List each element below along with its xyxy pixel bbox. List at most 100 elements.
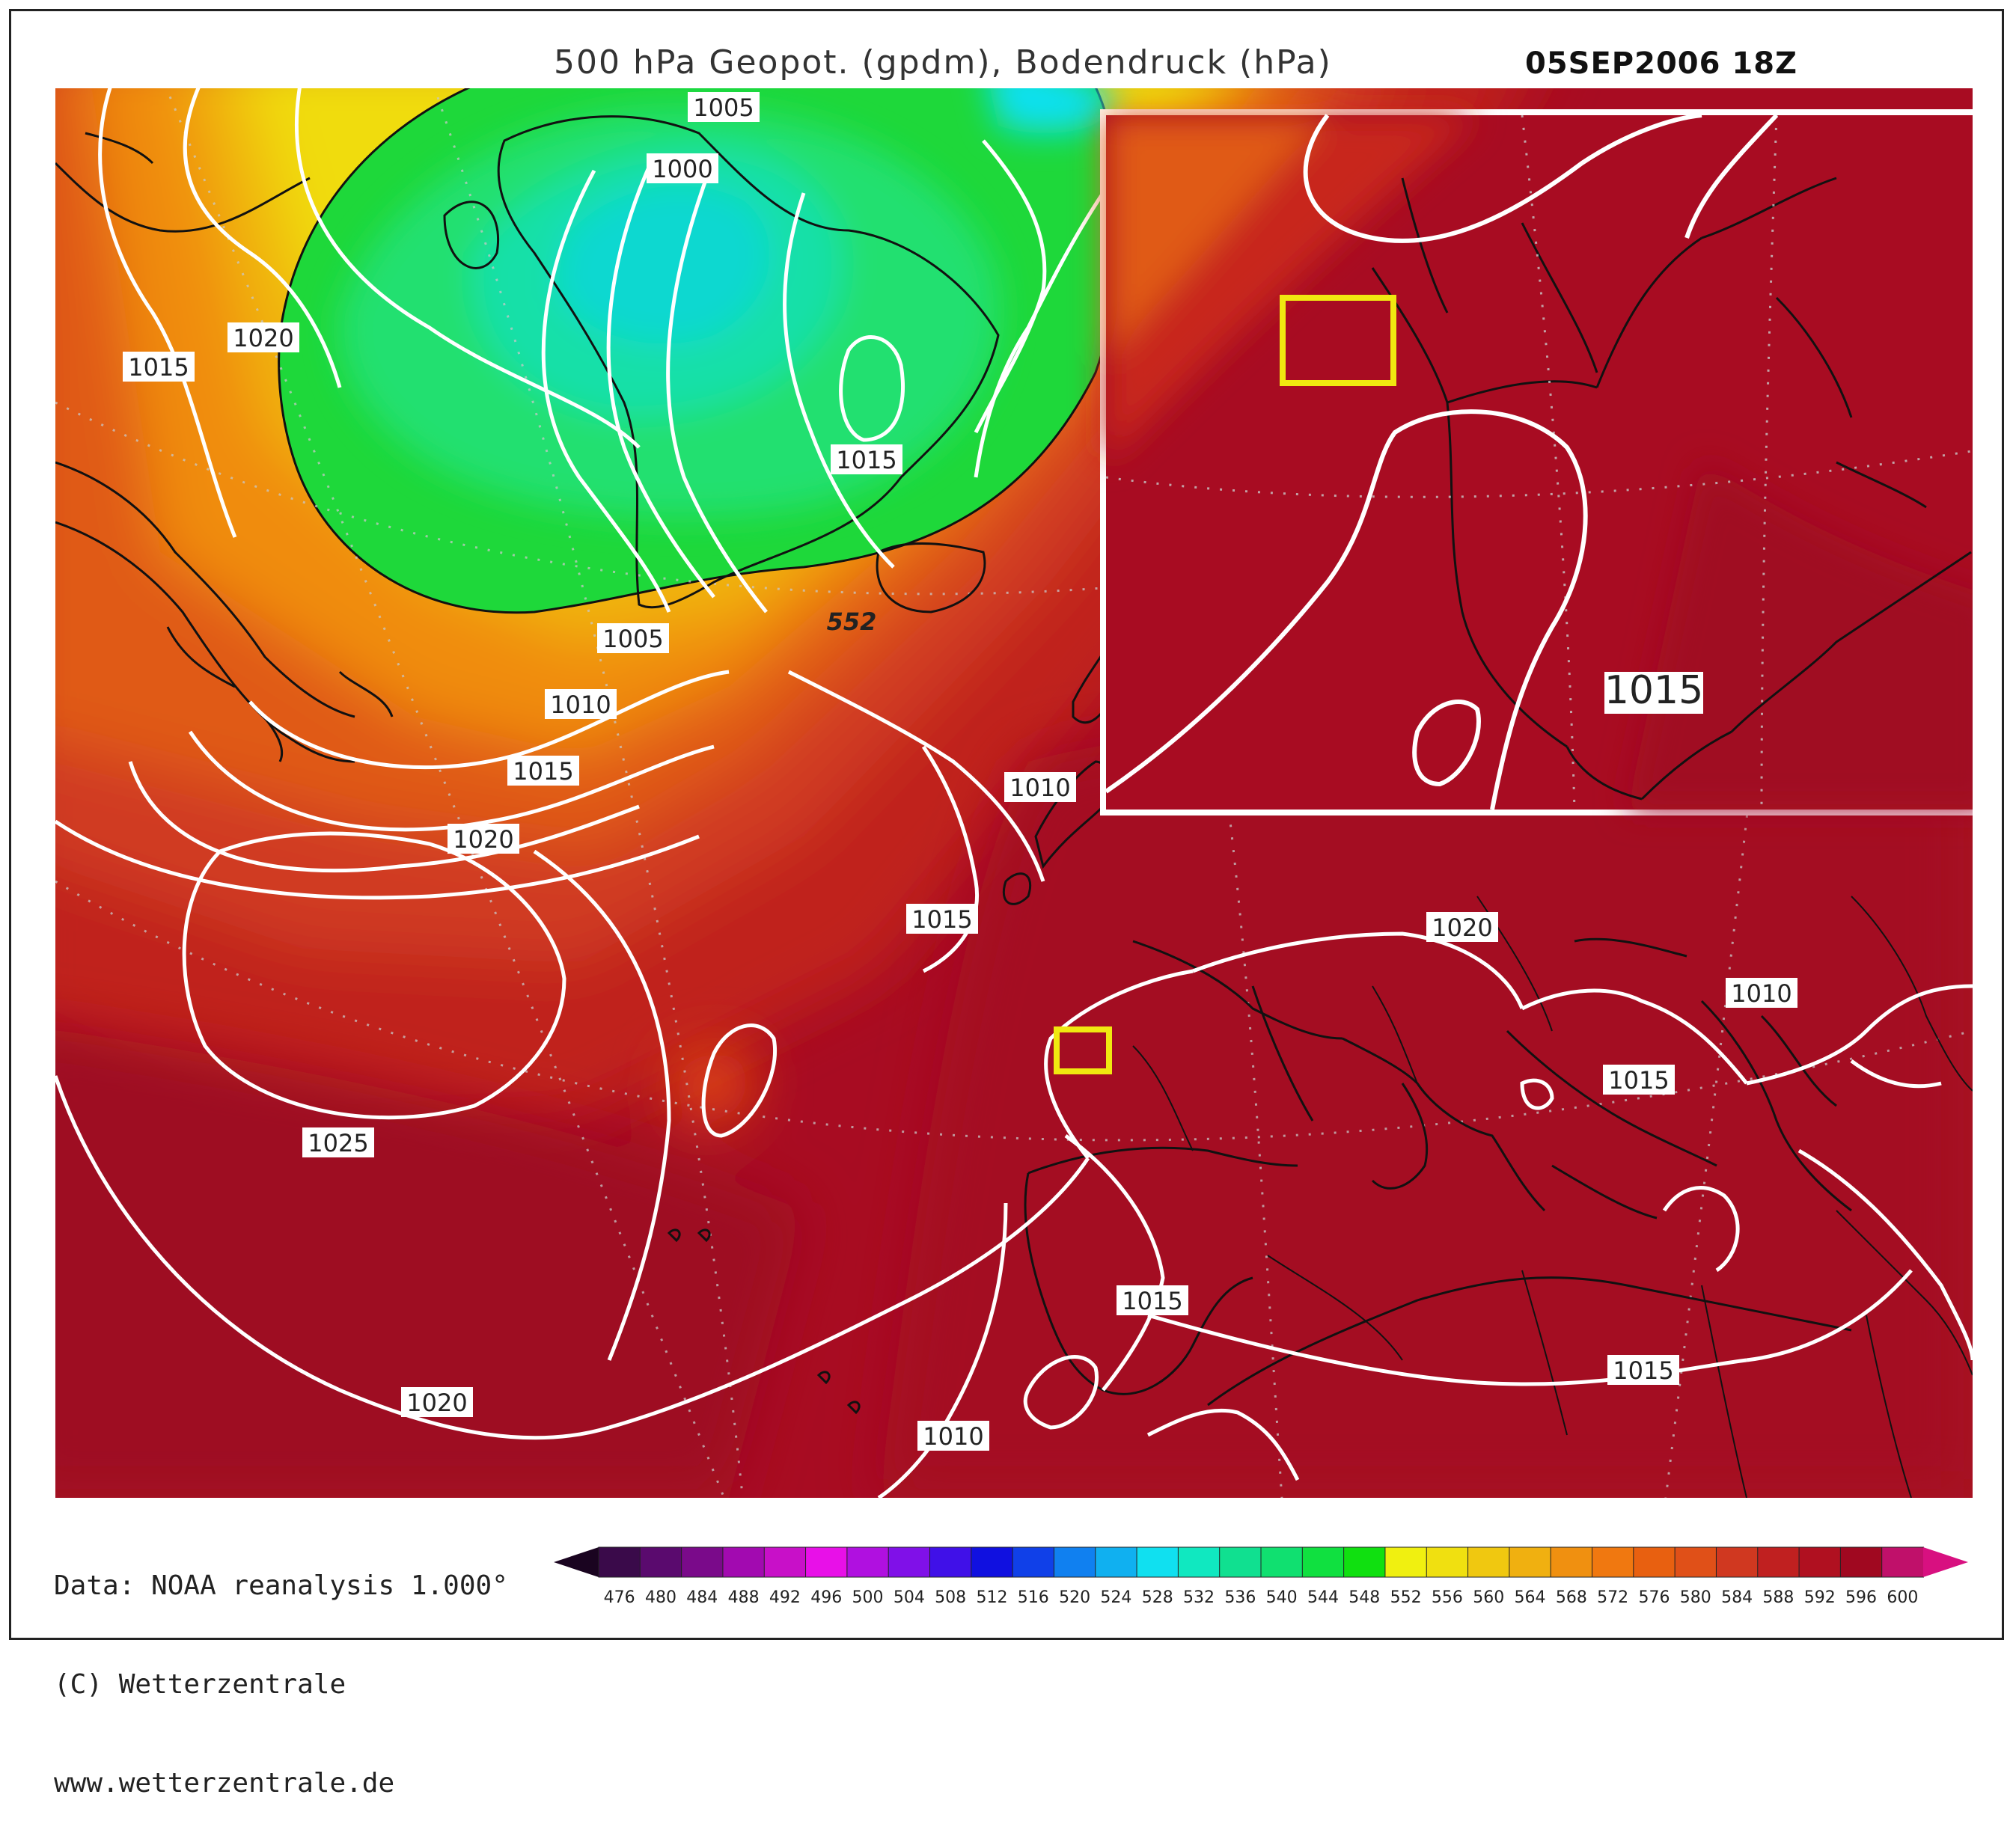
color-legend: 476 480 484 488 492 496 500 504 508 512 516 520 524 5… xyxy=(554,1546,1968,1607)
colorbar-tick-label: 488 xyxy=(728,1588,760,1607)
colorbar-cell xyxy=(929,1546,972,1578)
contour-label: 1015 xyxy=(831,444,902,474)
contour-label: 1020 xyxy=(227,322,299,352)
colorbar-cell xyxy=(1136,1546,1179,1578)
colorbar-tick-label: 552 xyxy=(1390,1588,1422,1607)
chart-title: 500 hPa Geopot. (gpdm), Bodendruck (hPa) xyxy=(554,43,1332,82)
contour-label: 1015 xyxy=(1607,1355,1679,1385)
location-highlight-box xyxy=(1054,1026,1112,1074)
colorbar-tick-label: 592 xyxy=(1804,1588,1836,1607)
colorbar-tick-label: 560 xyxy=(1473,1588,1504,1607)
contour-label: 1015 xyxy=(906,904,978,934)
colorbar-cell xyxy=(639,1546,682,1578)
colorbar-cell xyxy=(971,1546,1014,1578)
contour-labels: 1005 1000 1020 1015 1015 1005 552 1010 1015 1010 1… xyxy=(123,92,1797,1451)
colorbar-cell xyxy=(598,1546,641,1578)
contour-label: 1010 xyxy=(545,689,617,719)
contour-label: 552 xyxy=(827,608,877,636)
colorbar-cell xyxy=(1177,1546,1221,1578)
svg-text:1025: 1025 xyxy=(308,1129,368,1157)
colorbar-cell xyxy=(1757,1546,1800,1578)
colorbar-tick-label: 512 xyxy=(976,1588,1007,1607)
isobars xyxy=(55,88,1973,1498)
colorbar-cell xyxy=(1301,1546,1345,1578)
colorbar-tick-label: 516 xyxy=(1018,1588,1049,1607)
colorbar-cell xyxy=(1260,1546,1304,1578)
contour-label: 1010 xyxy=(917,1421,989,1451)
colorbar-cell xyxy=(1881,1546,1924,1578)
colorbar-tick-label: 572 xyxy=(1597,1588,1628,1607)
contour-label: 1005 xyxy=(688,92,760,122)
colorbar-tick-label: 568 xyxy=(1556,1588,1587,1607)
colorbar-tick-label: 476 xyxy=(604,1588,635,1607)
colorbar-tick-label: 528 xyxy=(1142,1588,1173,1607)
colorbar-tick-label: 576 xyxy=(1638,1588,1670,1607)
svg-text:1015: 1015 xyxy=(836,446,896,474)
valid-time: 05SEP2006 18Z xyxy=(1525,46,1798,81)
contour-label: 1015 xyxy=(507,756,579,786)
credit-line: Data: NOAA reanalysis 1.000° xyxy=(54,1570,508,1601)
svg-text:1015: 1015 xyxy=(1608,1066,1669,1095)
colorbar-cell xyxy=(1633,1546,1676,1578)
colorbar-tick-label: 500 xyxy=(852,1588,884,1607)
svg-text:1015: 1015 xyxy=(128,353,189,382)
colorbar-tick-label: 520 xyxy=(1059,1588,1090,1607)
colorbar-cell xyxy=(805,1546,848,1578)
svg-text:1010: 1010 xyxy=(1731,979,1792,1008)
svg-text:1010: 1010 xyxy=(923,1422,983,1451)
colorbar-cell xyxy=(1509,1546,1552,1578)
colorbar-cell xyxy=(1426,1546,1469,1578)
svg-text:1015: 1015 xyxy=(513,757,573,786)
contour-label: 1020 xyxy=(1426,912,1498,942)
colorbar-tick-label: 492 xyxy=(769,1588,801,1607)
contour-label: 1020 xyxy=(401,1387,473,1417)
colorbar-tick-label: 584 xyxy=(1721,1588,1753,1607)
svg-text:1005: 1005 xyxy=(602,625,663,653)
svg-text:1015: 1015 xyxy=(1122,1287,1182,1315)
colorbar-cell xyxy=(1550,1546,1593,1578)
svg-text:1020: 1020 xyxy=(406,1389,467,1417)
colorbar-cell xyxy=(763,1546,807,1578)
contour-label: 1015 xyxy=(1117,1285,1188,1315)
colorbar-cell xyxy=(1053,1546,1096,1578)
contour-label: 1010 xyxy=(1004,772,1076,802)
svg-text:1010: 1010 xyxy=(1009,774,1070,802)
colorbar-tick-label: 524 xyxy=(1100,1588,1131,1607)
colorbar-tick-label: 540 xyxy=(1266,1588,1298,1607)
colorbar-cell xyxy=(1592,1546,1634,1578)
colorbar-tick-label: 580 xyxy=(1680,1588,1711,1607)
weather-map: 1005 1000 1020 1015 1015 1005 552 1010 1015 1010 1… xyxy=(55,88,1973,1498)
colorbar-cell xyxy=(846,1546,890,1578)
colorbar-cell xyxy=(1467,1546,1510,1578)
contour-label: 1025 xyxy=(302,1127,374,1157)
colorbar-tick-label: 588 xyxy=(1762,1588,1794,1607)
svg-text:552: 552 xyxy=(827,608,877,636)
colorbar-cell xyxy=(1384,1546,1428,1578)
svg-text:1015: 1015 xyxy=(1613,1356,1673,1385)
colorbar-tick-label: 548 xyxy=(1348,1588,1380,1607)
colorbar-cell xyxy=(1095,1546,1138,1578)
colorbar-cell xyxy=(1674,1546,1717,1578)
colorbar-cell xyxy=(681,1546,724,1578)
inset-highlight-box xyxy=(1280,295,1396,386)
zoom-inset: 1015 xyxy=(1100,109,1973,815)
svg-text:1010: 1010 xyxy=(550,691,611,719)
svg-text:1020: 1020 xyxy=(453,825,513,854)
contour-label: 1000 xyxy=(647,153,718,183)
colorbar-cell xyxy=(1343,1546,1386,1578)
colorbar-tick-label: 600 xyxy=(1887,1588,1918,1607)
colorbar-min-arrow xyxy=(554,1547,599,1577)
colorbar-cell xyxy=(1012,1546,1055,1578)
colorbar-cell xyxy=(1839,1546,1883,1578)
svg-text:1015: 1015 xyxy=(911,905,972,934)
colorbar-cell xyxy=(722,1546,766,1578)
contour-label: 1015 xyxy=(1603,1065,1675,1095)
inset-contour-label: 1015 xyxy=(1604,668,1703,713)
contour-label: 1010 xyxy=(1726,978,1797,1008)
colorbar-cell xyxy=(1219,1546,1262,1578)
colorbar-cell xyxy=(1798,1546,1842,1578)
colorbar-tick-label: 484 xyxy=(686,1588,718,1607)
svg-text:1000: 1000 xyxy=(652,155,712,183)
colorbar-tick-label: 532 xyxy=(1183,1588,1215,1607)
colorbar-tick-label: 504 xyxy=(894,1588,925,1607)
